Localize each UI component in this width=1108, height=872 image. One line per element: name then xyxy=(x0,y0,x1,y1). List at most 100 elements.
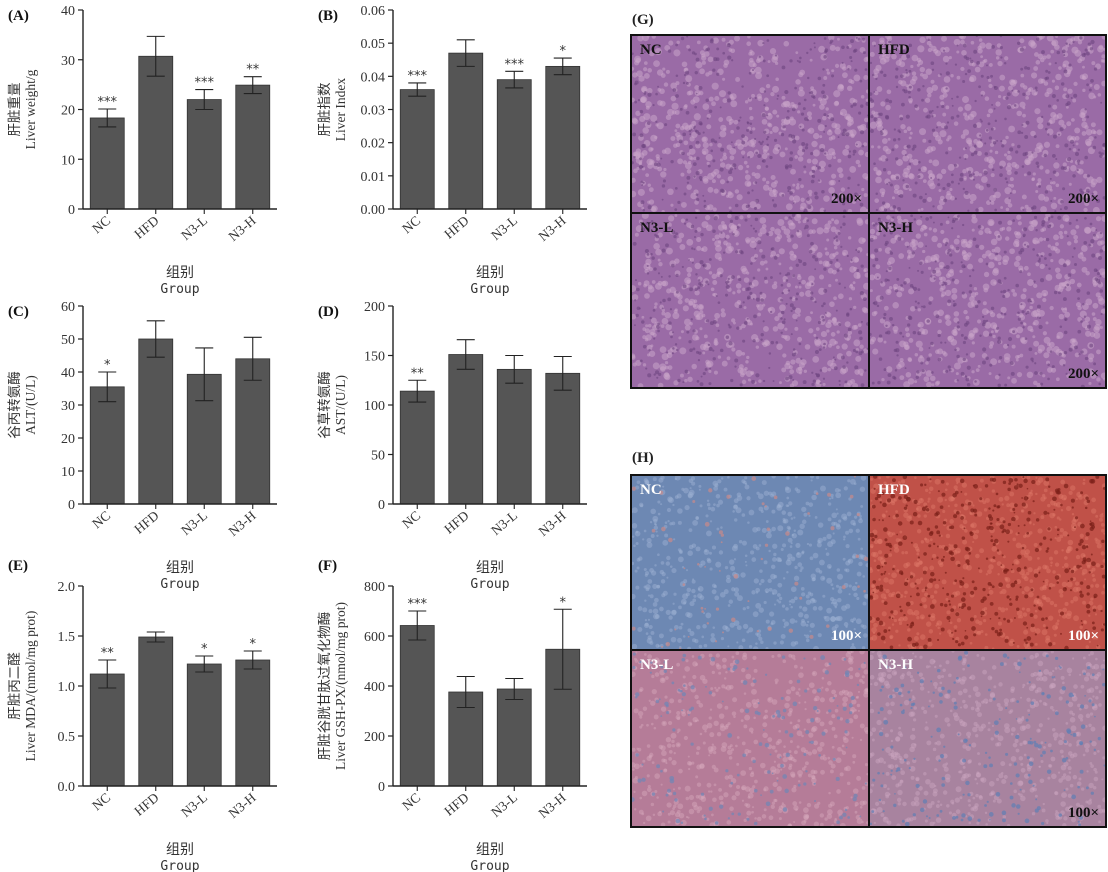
bar xyxy=(399,390,435,505)
x-tick-label: NC xyxy=(399,213,423,237)
y-tick-label: 0.5 xyxy=(58,730,76,745)
panel-label: (E) xyxy=(8,558,28,574)
micrograph-grid-g: NC 200× HFD 200× N3-L N3-H 200× xyxy=(630,34,1107,389)
y-axis-label-cn: 谷草转氨酶 xyxy=(317,371,333,439)
x-axis-label-cn: 组别 xyxy=(166,265,194,281)
x-tick-label: N3-H xyxy=(225,790,258,821)
x-tick-label: HFD xyxy=(131,213,162,242)
y-axis-label-en: Liver Index xyxy=(333,78,348,142)
x-axis-label-cn: 组别 xyxy=(476,842,504,858)
tissue-texture xyxy=(632,476,868,649)
magnification-label: 200× xyxy=(1067,366,1099,382)
chart-panel-d: (D) ** NC HFD N3-L N3-H 0 50 100 150 200 谷草转氨酶 AST/(… xyxy=(317,300,587,592)
y-axis-label-en: AST/(U/L) xyxy=(333,375,348,435)
y-tick-label: 0 xyxy=(68,498,75,513)
significance-marker: * xyxy=(104,358,111,373)
y-tick-label: 30 xyxy=(61,54,75,69)
y-tick-label: 0.01 xyxy=(361,170,386,185)
x-axis-label-cn: 组别 xyxy=(166,842,194,858)
micrograph-h-n3l: N3-L xyxy=(632,651,868,826)
significance-marker: ** xyxy=(246,63,260,78)
bar xyxy=(496,688,532,787)
y-tick-label: 10 xyxy=(61,465,75,480)
group-label-hfd: HFD xyxy=(878,42,910,58)
x-tick-label: NC xyxy=(89,213,113,237)
x-tick-label: N3-H xyxy=(225,213,258,244)
significance-marker: *** xyxy=(408,597,428,612)
significance-marker: *** xyxy=(408,69,428,84)
y-tick-label: 0.00 xyxy=(361,203,386,218)
x-axis-label-en: Group xyxy=(160,577,199,592)
grid-divider xyxy=(868,36,870,387)
tissue-texture xyxy=(870,214,1105,387)
x-tick-label: N3-L xyxy=(488,790,520,820)
y-tick-label: 0.02 xyxy=(361,137,386,152)
panel-label: (A) xyxy=(8,8,29,24)
chart-panel-b: (B) *** NC HFD *** N3-L * N3-H 0.00 0.01 0.02 0.03 0… xyxy=(317,4,587,297)
bar xyxy=(138,338,174,505)
bar xyxy=(399,89,435,210)
panel-label: (D) xyxy=(318,304,339,320)
y-axis-label-cn: 肝脏丙二醛 xyxy=(7,652,23,720)
x-tick-label: HFD xyxy=(441,790,472,819)
y-tick-label: 800 xyxy=(364,580,385,595)
bar xyxy=(89,673,125,787)
x-tick-label: NC xyxy=(89,508,113,532)
panel-label-h: (H) xyxy=(632,450,654,466)
group-label-hfd: HFD xyxy=(878,482,910,498)
tissue-texture xyxy=(632,214,868,387)
x-tick-label: HFD xyxy=(131,508,162,537)
y-tick-label: 0 xyxy=(68,203,75,218)
group-label-n3h: N3-H xyxy=(878,220,913,236)
y-tick-label: 0 xyxy=(378,498,385,513)
bar xyxy=(545,65,581,210)
bar xyxy=(545,372,581,505)
micrograph-grid-h: NC 100× HFD 100× N3-L N3-H 100× xyxy=(630,474,1107,828)
x-tick-label: N3-L xyxy=(178,213,210,243)
x-axis-label-cn: 组别 xyxy=(166,560,194,576)
bar xyxy=(448,354,484,505)
panel-label: (F) xyxy=(318,558,337,574)
group-label-nc: NC xyxy=(640,42,662,58)
y-tick-label: 30 xyxy=(61,399,75,414)
micrograph-g-nc: NC 200× xyxy=(632,36,868,212)
y-tick-label: 200 xyxy=(364,730,385,745)
y-tick-label: 1.5 xyxy=(58,630,76,645)
y-tick-label: 40 xyxy=(61,366,75,381)
y-tick-label: 10 xyxy=(61,153,75,168)
tissue-texture xyxy=(632,651,868,826)
magnification-label: 200× xyxy=(830,191,862,207)
group-label-n3l: N3-L xyxy=(640,220,674,236)
micrograph-g-n3h: N3-H 200× xyxy=(870,214,1105,387)
bar xyxy=(186,99,222,210)
group-label-n3h: N3-H xyxy=(878,657,913,673)
x-axis-label-en: Group xyxy=(470,859,509,872)
y-tick-label: 20 xyxy=(61,432,75,447)
grid-divider xyxy=(632,649,1105,651)
y-axis-label-cn: 谷丙转氨酶 xyxy=(7,371,23,439)
tissue-texture xyxy=(632,36,868,212)
y-tick-label: 0.0 xyxy=(58,780,76,795)
significance-marker: ** xyxy=(101,646,115,661)
y-tick-label: 600 xyxy=(364,630,385,645)
bar xyxy=(496,368,532,505)
micrograph-g-hfd: HFD 200× xyxy=(870,36,1105,212)
x-tick-label: HFD xyxy=(441,508,472,537)
micrograph-h-hfd: HFD 100× xyxy=(870,476,1105,649)
bar xyxy=(235,84,271,210)
micrograph-h-nc: NC 100× xyxy=(632,476,868,649)
chart-panel-a: (A) *** NC HFD *** N3-L ** N3-H 0 10 20 30 40 肝脏重量 Liv… xyxy=(7,4,277,297)
x-axis-label-cn: 组别 xyxy=(476,560,504,576)
magnification-label: 100× xyxy=(830,628,862,644)
y-tick-label: 40 xyxy=(61,4,75,19)
x-axis-label-en: Group xyxy=(160,282,199,297)
x-tick-label: HFD xyxy=(131,790,162,819)
micrograph-h-n3h: N3-H 100× xyxy=(870,651,1105,826)
x-tick-label: N3-H xyxy=(225,508,258,539)
micrograph-g-n3l: N3-L xyxy=(632,214,868,387)
x-tick-label: N3-L xyxy=(488,213,520,243)
bar xyxy=(235,659,271,787)
x-tick-label: N3-L xyxy=(178,508,210,538)
y-tick-label: 400 xyxy=(364,680,385,695)
y-tick-label: 50 xyxy=(371,449,385,464)
